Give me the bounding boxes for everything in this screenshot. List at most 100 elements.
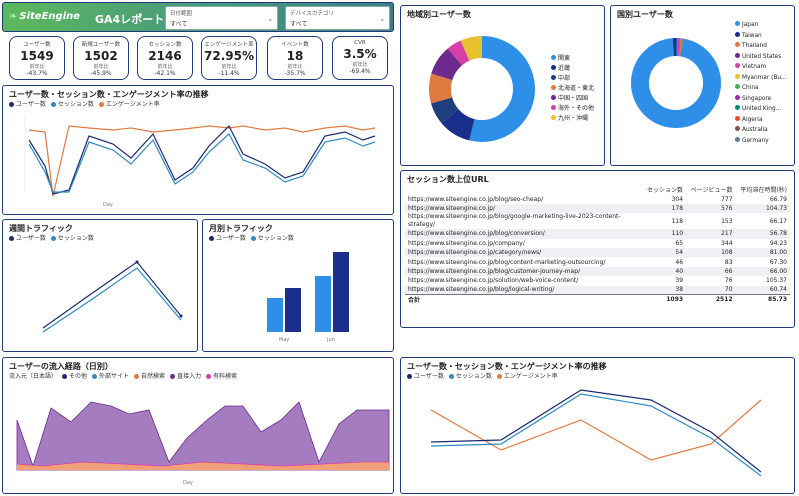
table-row[interactable]: https://www.siteengine.co.jp/blog/logica… <box>405 285 790 295</box>
legend-item: エンゲージメント率 <box>98 99 160 108</box>
legend-item: 関東 <box>551 54 594 64</box>
kpi-delta: -45.9% <box>90 70 112 77</box>
url-link[interactable]: https://www.siteengine.co.jp/blog/logica… <box>405 285 643 295</box>
legend-item: China <box>735 83 787 94</box>
date-range-filter[interactable]: 日付範囲 すべて ⌄ <box>165 6 278 30</box>
table-row[interactable]: https://www.siteengine.co.jp/blog/seo-ch… <box>405 194 790 203</box>
inflow-chart-panel: ユーザーの流入経路（日別） 流入元（日本語） その他 外部サイト 自然検索 直接… <box>2 357 394 494</box>
url-link[interactable]: https://www.siteengine.co.jp/solution/we… <box>408 277 579 285</box>
country-donut-panel: 国別ユーザー数 Japan Taiwan Thailand United Sta… <box>610 5 795 166</box>
legend-item: 九州・沖縄 <box>551 114 594 124</box>
kpi-sub: 前年比 <box>221 64 237 70</box>
legend-item: セッション数 <box>50 99 94 108</box>
top-urls-table: セッション数 ページビュー数 平均滞在時間(秒) https://www.sit… <box>405 185 790 305</box>
kpi-sub: 前年比 <box>352 62 368 68</box>
kpi-value: 2146 <box>148 49 182 63</box>
table-row[interactable]: https://www.siteengine.co.jp/blog/conver… <box>405 229 790 239</box>
table-header-row: セッション数 ページビュー数 平均滞在時間(秒) <box>647 187 787 195</box>
kpi-delta: -35.7% <box>284 70 306 77</box>
kpi-value: 3.5% <box>343 47 377 61</box>
chevron-down-icon: ⌄ <box>379 15 385 23</box>
table-row[interactable]: https://www.siteengine.co.jp/category/ne… <box>405 247 790 258</box>
siteengine-logo: ❧ SiteEngine <box>9 11 81 22</box>
kpi-label: エンゲージメント率 <box>204 42 254 48</box>
filter-label: デバイスカテゴリ <box>290 11 334 17</box>
monthly-traffic-panel: 月別トラフィック ユーザー数 セッション数 May Jun <box>202 219 394 352</box>
legend-item: Myanmar (Bu... <box>735 73 787 84</box>
url-link[interactable]: https://www.siteengine.co.jp/blog/custom… <box>405 266 643 277</box>
top-urls-table-panel: セッション数上位URL セッション数 ページビュー数 平均滞在時間(秒) htt… <box>400 170 795 328</box>
kpi-delta: -43.7% <box>26 70 48 77</box>
report-header: ❧ SiteEngine GA4レポート 日付範囲 すべて ⌄ デバイスカテゴリ … <box>2 2 394 32</box>
table-row[interactable]: https://www.siteengine.co.jp/blog/conten… <box>405 257 790 266</box>
kpi-label: 新規ユーザー数 <box>81 42 121 48</box>
legend-item: Singapore <box>735 94 787 105</box>
url-link[interactable]: https://www.siteengine.co.jp/ <box>405 203 643 214</box>
legend-item: 近畿 <box>551 64 594 74</box>
legend-item: 中部 <box>551 74 594 84</box>
kpi-sub: 前年比 <box>157 64 173 70</box>
kpi-card-new-users: 新規ユーザー数 1502 前年比 -45.9% <box>73 36 129 80</box>
weekly-line-chart <box>42 260 183 333</box>
table-row[interactable]: https://www.siteengine.co.jp/solution/we… <box>405 276 790 285</box>
legend-item: ユーザー数 <box>9 99 46 108</box>
legend-item: 直接入力 <box>170 371 201 380</box>
inflow-area-chart: Day <box>16 401 390 486</box>
table-row[interactable]: https://www.siteengine.co.jp/blog/google… <box>405 213 790 229</box>
kpi-delta: -11.4% <box>218 70 240 77</box>
device-category-filter[interactable]: デバイスカテゴリ すべて ⌄ <box>285 6 390 30</box>
kpi-label: ユーザー数 <box>23 42 51 48</box>
legend-item: Japan <box>735 20 787 31</box>
table-row[interactable]: https://www.siteengine.co.jp/blog/custom… <box>405 266 790 277</box>
trend-chart-panel: ユーザー数・セッション数・エンゲージメント率の推移 ユーザー数 セッション数 エ… <box>2 85 394 215</box>
table-row[interactable]: https://www.siteengine.co.jp/company/65 3… <box>405 239 790 248</box>
trend-chart-bottom-panel: ユーザー数・セッション数・エンゲージメント率の推移 ユーザー数 セッション数 エ… <box>400 357 795 494</box>
chart-title: 月別トラフィック <box>209 224 273 233</box>
kpi-sub: 前年比 <box>287 64 303 70</box>
x-tick-label: May <box>279 337 289 343</box>
legend-item: 中国・四国 <box>551 94 594 104</box>
chevron-down-icon: ⌄ <box>267 15 273 23</box>
kpi-value: 72.95% <box>204 49 254 63</box>
legend-title: 流入元（日本語） <box>9 373 58 380</box>
legend-item: Thailand <box>735 41 787 52</box>
url-link[interactable]: https://www.siteengine.co.jp/blog/conver… <box>405 229 643 239</box>
url-link[interactable]: https://www.siteengine.co.jp/blog/seo-ch… <box>408 195 544 203</box>
region-donut-panel: 地域別ユーザー数 関東 近畿 中部 北海道・東北 中国・四国 海外・その他 九州… <box>400 5 605 166</box>
leaf-icon: ❧ <box>9 11 18 22</box>
chart-legend: 流入元（日本語） その他 外部サイト 自然検索 直接入力 有料検索 <box>9 371 237 380</box>
legend-item: Australia <box>735 125 787 136</box>
kpi-value: 1502 <box>84 49 118 63</box>
chart-title: ユーザー数・セッション数・エンゲージメント率の推移 <box>407 362 607 371</box>
legend-item: 北海道・東北 <box>551 84 594 94</box>
legend-item: 海外・その他 <box>551 104 594 114</box>
legend-item: United King... <box>735 104 787 115</box>
kpi-delta: -42.1% <box>154 70 176 77</box>
trend-line-chart-bottom <box>430 389 762 477</box>
x-tick-label: Jun <box>326 337 335 343</box>
chart-title: 地域別ユーザー数 <box>407 10 471 19</box>
kpi-sub: 前年比 <box>93 64 109 70</box>
kpi-card-users: ユーザー数 1549 前年比 -43.7% <box>9 36 65 80</box>
url-link[interactable]: https://www.siteengine.co.jp/blog/conten… <box>408 258 606 266</box>
report-title: GA4レポート <box>95 13 165 26</box>
table-total-row: 合計 1093 2512 85.73 <box>405 294 790 305</box>
chart-legend: ユーザー数 セッション数 <box>209 233 294 242</box>
weekly-traffic-panel: 週間トラフィック ユーザー数 セッション数 <box>2 219 198 352</box>
chart-title: 国別ユーザー数 <box>617 10 673 19</box>
table-title: セッション数上位URL <box>407 175 489 184</box>
x-axis-label: Day <box>183 480 193 486</box>
legend-item: ユーザー数 <box>407 371 444 380</box>
filter-value: すべて <box>290 21 308 28</box>
url-link[interactable]: https://www.siteengine.co.jp/blog/google… <box>408 213 621 229</box>
url-link[interactable]: https://www.siteengine.co.jp/company/ <box>408 239 525 247</box>
kpi-delta: -69.4% <box>349 68 371 75</box>
table-row[interactable]: https://www.siteengine.co.jp/178 576 104.7… <box>405 203 790 214</box>
legend-item: セッション数 <box>448 371 492 380</box>
kpi-value: 1549 <box>20 49 54 63</box>
legend-item: 有料検索 <box>206 371 237 380</box>
monthly-bar-chart: May Jun <box>267 252 349 343</box>
kpi-card-events: イベント数 18 前年比 -35.7% <box>267 36 323 80</box>
url-link[interactable]: https://www.siteengine.co.jp/category/ne… <box>405 247 643 258</box>
region-legend: 関東 近畿 中部 北海道・東北 中国・四国 海外・その他 九州・沖縄 <box>551 54 594 124</box>
